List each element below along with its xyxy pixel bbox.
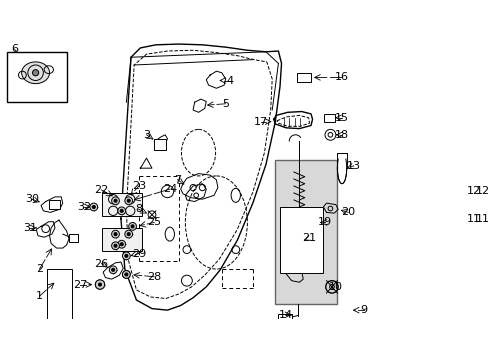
Text: 7: 7 xyxy=(174,175,181,185)
Text: 14: 14 xyxy=(279,310,293,320)
Text: 19: 19 xyxy=(317,217,331,228)
Circle shape xyxy=(114,244,117,247)
Text: 30: 30 xyxy=(25,194,39,204)
Text: 17: 17 xyxy=(253,117,267,127)
Text: 12: 12 xyxy=(475,186,488,197)
Text: 11: 11 xyxy=(466,213,480,224)
Bar xyxy=(47,269,72,319)
Circle shape xyxy=(98,283,102,286)
Circle shape xyxy=(114,199,117,202)
Circle shape xyxy=(120,209,123,212)
Circle shape xyxy=(111,242,119,249)
Circle shape xyxy=(124,273,128,276)
Circle shape xyxy=(32,69,39,76)
Bar xyxy=(102,193,142,216)
Circle shape xyxy=(122,252,130,260)
Bar xyxy=(49,200,60,209)
Text: 15: 15 xyxy=(334,113,348,123)
Text: 22: 22 xyxy=(94,185,108,195)
Text: 8: 8 xyxy=(135,204,142,214)
Circle shape xyxy=(90,203,98,211)
Circle shape xyxy=(131,225,134,228)
Text: 6: 6 xyxy=(11,45,18,54)
Circle shape xyxy=(118,240,125,248)
Text: 18: 18 xyxy=(334,130,348,140)
Circle shape xyxy=(109,266,117,274)
Circle shape xyxy=(95,280,104,289)
Circle shape xyxy=(111,268,115,271)
Text: 1: 1 xyxy=(36,291,43,301)
Bar xyxy=(278,314,292,320)
Bar xyxy=(274,161,336,304)
Text: 28: 28 xyxy=(147,272,161,282)
Text: 20: 20 xyxy=(341,207,355,217)
Text: 12: 12 xyxy=(466,186,480,197)
Text: 10: 10 xyxy=(328,282,342,292)
Text: 3: 3 xyxy=(143,130,150,140)
Text: 9: 9 xyxy=(360,305,366,315)
Bar xyxy=(280,207,322,273)
Circle shape xyxy=(124,230,132,238)
Ellipse shape xyxy=(21,62,49,84)
Bar xyxy=(296,73,310,82)
Text: 31: 31 xyxy=(23,223,37,233)
Circle shape xyxy=(124,197,132,204)
Circle shape xyxy=(120,243,123,246)
Circle shape xyxy=(111,230,119,238)
Circle shape xyxy=(124,254,128,257)
Circle shape xyxy=(118,207,125,215)
Text: 11: 11 xyxy=(475,213,488,224)
Bar xyxy=(102,228,142,251)
Circle shape xyxy=(127,199,130,202)
Bar xyxy=(324,114,334,122)
Bar xyxy=(7,52,67,102)
Text: 32: 32 xyxy=(77,202,91,212)
Text: 2: 2 xyxy=(36,264,43,274)
Text: 5: 5 xyxy=(222,99,229,109)
Circle shape xyxy=(127,233,130,236)
Bar xyxy=(69,234,78,242)
Text: 24: 24 xyxy=(163,184,177,194)
Text: 4: 4 xyxy=(225,76,233,86)
Circle shape xyxy=(128,222,136,230)
Circle shape xyxy=(114,233,117,236)
Text: 27: 27 xyxy=(73,280,87,289)
Text: 23: 23 xyxy=(131,181,145,191)
Circle shape xyxy=(92,206,95,208)
Text: 21: 21 xyxy=(302,233,316,243)
Bar xyxy=(154,139,165,150)
Text: 16: 16 xyxy=(334,72,348,82)
Text: 29: 29 xyxy=(131,248,145,258)
Circle shape xyxy=(122,271,130,278)
Text: 25: 25 xyxy=(147,217,161,228)
Text: 13: 13 xyxy=(346,161,360,171)
Circle shape xyxy=(111,197,119,204)
Text: 26: 26 xyxy=(94,258,108,269)
